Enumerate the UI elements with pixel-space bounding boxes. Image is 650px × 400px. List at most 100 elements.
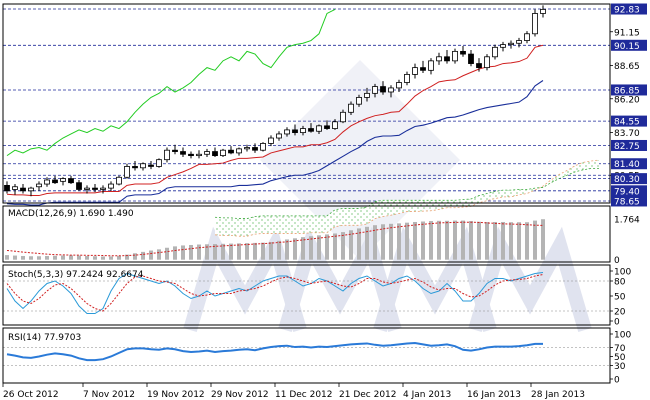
rsi-tick-label: 100 (614, 331, 631, 341)
candle (148, 161, 154, 170)
price-tick-label: 83.70 (614, 129, 640, 139)
indicator-layer (5, 219, 545, 362)
macd-signal-line (6, 221, 544, 257)
watermark-shape (183, 226, 307, 332)
price-label-box (611, 158, 647, 170)
macd-bar (77, 255, 81, 260)
rsi-tick-label: 30 (614, 362, 626, 372)
macd-bar (29, 256, 33, 260)
candle-body (372, 86, 378, 94)
candle (348, 101, 354, 116)
stoch-panel-frame (2, 264, 611, 326)
candle (380, 81, 386, 95)
macd-bar (437, 220, 441, 260)
macd-bar (117, 256, 121, 260)
chikou-line (6, 8, 336, 157)
price-tick-label: 81.40 (614, 160, 640, 170)
candle (388, 85, 394, 98)
candle (172, 144, 178, 155)
candle (36, 181, 42, 191)
candle (196, 150, 202, 159)
candle-body (284, 129, 290, 135)
candle (4, 181, 10, 194)
macd-bar (245, 243, 249, 260)
price-tick-label: 80.30 (614, 175, 640, 185)
candle (28, 186, 34, 197)
macd-bar (229, 243, 233, 260)
price-tick-label: 91.15 (614, 28, 640, 38)
candle (428, 58, 434, 75)
macd-bar (293, 238, 297, 260)
price-tick-label: 79.40 (614, 187, 640, 197)
candle (324, 120, 330, 130)
stoch-tick-label: 50 (614, 293, 626, 303)
macd-bar (301, 237, 305, 260)
candle-body (516, 40, 522, 44)
candle-body (196, 153, 202, 157)
watermark-shape (468, 226, 592, 332)
macd-bar (373, 225, 377, 260)
price-label-box (611, 139, 647, 151)
price-label-box (611, 195, 647, 207)
candle-body (524, 33, 530, 41)
candle-body (44, 179, 50, 185)
macd-bar (349, 230, 353, 260)
macd-bar (405, 222, 409, 260)
macd-bar (389, 223, 393, 260)
macd-bar (37, 256, 41, 260)
candle-body (28, 187, 34, 192)
candle-body (308, 128, 314, 132)
candle (276, 131, 282, 141)
macd-bar (325, 234, 329, 260)
macd-bar (525, 222, 529, 260)
macd-bar (509, 222, 513, 260)
candles (4, 5, 546, 197)
price-tick-label: 82.75 (614, 142, 640, 152)
macd-bar (501, 221, 505, 260)
candle-body (108, 183, 114, 189)
x-tick-label: 4 Jan 2013 (403, 390, 451, 400)
candle (412, 63, 418, 79)
candle-body (12, 186, 18, 190)
macd-bar (477, 221, 481, 260)
candle (516, 37, 522, 48)
macd-tick-label: 0 (614, 256, 620, 266)
candle-body (268, 137, 274, 144)
candle (228, 146, 234, 155)
macd-bar (61, 255, 65, 260)
macd-bar (221, 243, 225, 260)
candle (108, 181, 114, 191)
candle (84, 185, 90, 194)
rsi-line (6, 341, 543, 362)
candle-body (68, 178, 74, 184)
candle (420, 60, 426, 74)
candle-body (324, 125, 330, 129)
stoch-tick-label: 20 (614, 308, 626, 318)
candle-body (148, 164, 154, 167)
candle-body (356, 97, 362, 105)
price-tick-label: 92.83 (614, 6, 640, 16)
price-label-box (611, 3, 647, 15)
candle (204, 148, 210, 157)
candle (492, 44, 498, 60)
candle-body (76, 182, 82, 190)
candle-body (252, 147, 258, 151)
ichimoku-cloud (214, 159, 600, 237)
macd-bar (517, 222, 521, 260)
candle (292, 124, 298, 136)
candle-body (116, 176, 122, 185)
macd-panel-frame (2, 205, 611, 263)
candle (356, 94, 362, 107)
price-tick-label: 88.65 (614, 62, 640, 72)
price-label-box (611, 84, 647, 96)
candle (500, 41, 506, 52)
candle (44, 177, 50, 187)
candle (244, 144, 250, 152)
candle (452, 48, 458, 64)
senkou-span-b (214, 168, 599, 219)
macd-bar (317, 235, 321, 260)
candle (316, 124, 322, 134)
candle-body (332, 121, 338, 129)
candle-body (188, 153, 194, 157)
